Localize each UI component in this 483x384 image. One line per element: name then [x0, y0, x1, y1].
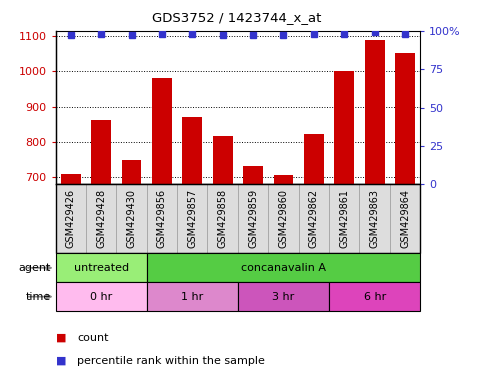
Text: GSM429426: GSM429426 — [66, 189, 76, 248]
Text: GSM429857: GSM429857 — [187, 189, 197, 248]
Text: concanavalin A: concanavalin A — [241, 263, 326, 273]
Bar — [56, 184, 86, 253]
Text: agent: agent — [18, 263, 51, 273]
Bar — [147, 253, 420, 282]
Text: 0 hr: 0 hr — [90, 291, 112, 302]
Text: ■: ■ — [56, 333, 66, 343]
Text: time: time — [26, 291, 51, 302]
Text: GDS3752 / 1423744_x_at: GDS3752 / 1423744_x_at — [152, 12, 321, 25]
Bar — [86, 184, 116, 253]
Bar — [243, 166, 263, 384]
Text: count: count — [77, 333, 109, 343]
Text: ■: ■ — [56, 356, 66, 366]
Text: 3 hr: 3 hr — [272, 291, 295, 302]
Bar — [56, 282, 147, 311]
Bar — [329, 184, 359, 253]
Text: GSM429863: GSM429863 — [369, 189, 380, 248]
Bar — [213, 136, 232, 384]
Text: GSM429860: GSM429860 — [279, 189, 288, 248]
Bar — [177, 184, 208, 253]
Bar — [152, 78, 172, 384]
Bar — [91, 120, 111, 384]
Bar — [238, 282, 329, 311]
Text: 1 hr: 1 hr — [181, 291, 203, 302]
Bar — [329, 282, 420, 311]
Bar — [238, 184, 268, 253]
Text: GSM429428: GSM429428 — [96, 189, 106, 248]
Text: GSM429864: GSM429864 — [400, 189, 410, 248]
Text: 6 hr: 6 hr — [364, 291, 386, 302]
Bar — [359, 184, 390, 253]
Text: GSM429430: GSM429430 — [127, 189, 137, 248]
Bar — [147, 184, 177, 253]
Bar — [61, 174, 81, 384]
Bar — [116, 184, 147, 253]
Text: untreated: untreated — [73, 263, 128, 273]
Bar — [208, 184, 238, 253]
Bar — [183, 116, 202, 384]
Text: GSM429862: GSM429862 — [309, 189, 319, 248]
Bar — [56, 253, 147, 282]
Bar — [147, 282, 238, 311]
Bar — [390, 184, 420, 253]
Text: GSM429858: GSM429858 — [218, 189, 227, 248]
Bar — [298, 184, 329, 253]
Bar — [334, 71, 354, 384]
Text: GSM429861: GSM429861 — [339, 189, 349, 248]
Bar — [365, 40, 384, 384]
Bar — [268, 184, 298, 253]
Text: percentile rank within the sample: percentile rank within the sample — [77, 356, 265, 366]
Bar — [304, 134, 324, 384]
Bar — [122, 160, 142, 384]
Bar — [395, 53, 415, 384]
Bar — [273, 175, 293, 384]
Text: GSM429859: GSM429859 — [248, 189, 258, 248]
Text: GSM429856: GSM429856 — [157, 189, 167, 248]
